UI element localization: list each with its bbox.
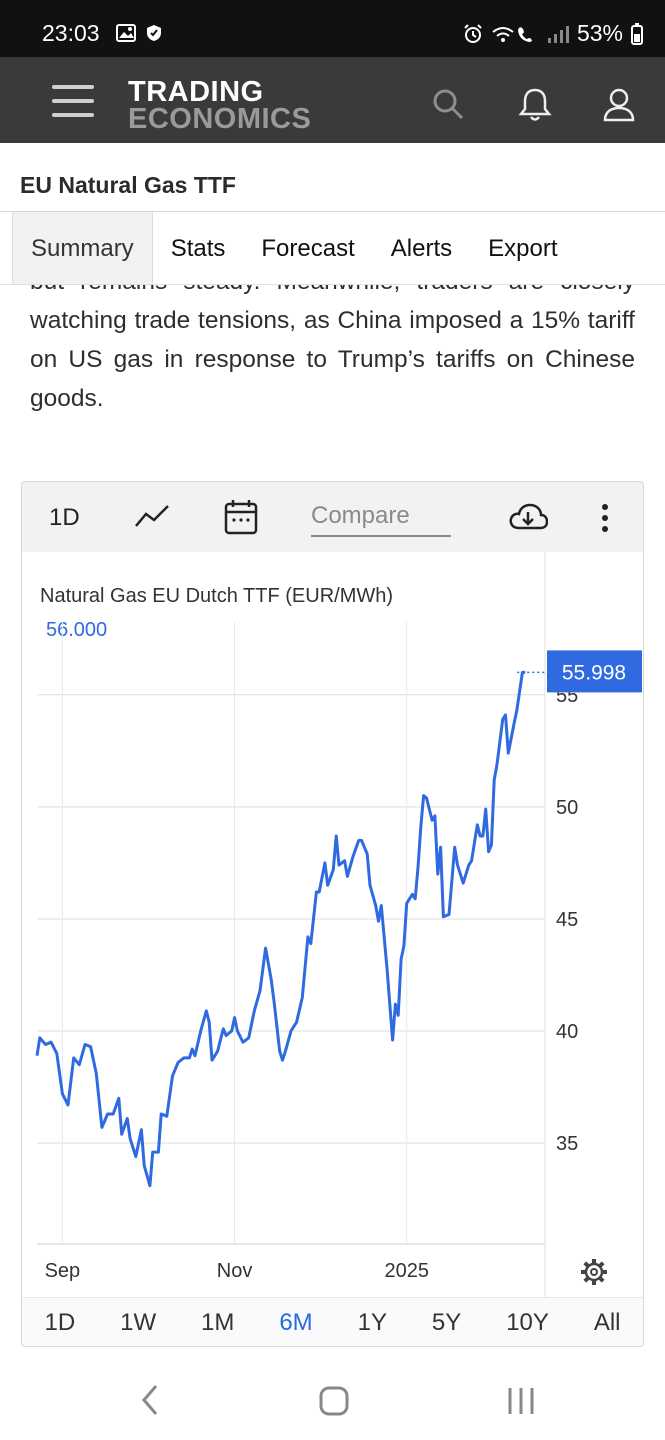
range-button-1m[interactable]: 1M [201,1308,235,1336]
tab-forecast[interactable]: Forecast [261,235,355,262]
wifi-call-icon [492,26,532,42]
y-tick-label: 50 [556,797,578,819]
y-tick-label: 40 [556,1021,578,1043]
last-value-label: 55.998 [562,661,626,684]
chart-high-label: 56.000 [46,619,107,641]
x-tick-label: 2025 [384,1260,429,1282]
divider [0,211,665,212]
y-tick-label: 45 [556,909,578,931]
interval-button[interactable]: 1D [49,504,80,531]
settings-gear-icon[interactable] [581,1259,607,1285]
bell-icon[interactable] [518,87,552,123]
user-icon[interactable] [602,87,636,123]
logo-line-economics: ECONOMICS [128,103,312,135]
x-tick-label: Nov [217,1260,253,1282]
shield-icon [147,25,161,41]
download-icon[interactable] [508,502,548,532]
tabs: Summary Stats Forecast Alerts Export [12,212,576,285]
battery-percent: 53% [576,20,623,46]
range-selector: 1D 1W 1M 6M 1Y 5Y 10Y All [22,1297,643,1346]
logo-line-trading: TRADING [128,76,264,108]
tab-export[interactable]: Export [488,235,558,262]
signal-icon [547,25,569,43]
more-icon[interactable] [599,502,611,534]
chart-card: 1D Compare Natural Gas EU Dutch TTF (EUR… [21,481,644,1347]
range-button-1y[interactable]: 1Y [357,1308,387,1336]
line-chart-icon[interactable] [134,502,170,532]
gallery-icon [116,24,136,42]
tab-summary[interactable]: Summary [12,212,153,285]
chart-svg[interactable]: Natural Gas EU Dutch TTF (EUR/MWh) 56.000… [22,552,643,1297]
compare-input[interactable]: Compare [311,499,451,537]
status-notification-icons [116,24,162,42]
home-icon[interactable] [319,1382,349,1418]
article-text: but remains steady. Meanwhile, traders a… [30,268,635,412]
range-button-1w[interactable]: 1W [120,1308,157,1336]
range-button-6m[interactable]: 6M [275,1303,316,1343]
tab-alerts[interactable]: Alerts [390,235,453,262]
range-button-1d[interactable]: 1D [44,1308,76,1336]
status-right-group: 53% [463,20,643,47]
series-line [35,670,526,1188]
back-icon[interactable] [138,1382,160,1418]
logo[interactable]: TRADING ECONOMICS [128,76,312,135]
alarm-icon [464,23,482,43]
system-nav-bar [0,1360,665,1440]
recents-icon[interactable] [506,1382,536,1418]
status-time: 23:03 [42,20,100,46]
menu-icon[interactable] [52,85,94,119]
range-button-10y[interactable]: 10Y [506,1308,549,1336]
x-tick-label: Sep [45,1260,81,1282]
page-title: EU Natural Gas TTF [20,172,236,198]
battery-icon [631,22,643,45]
article-summary: but remains steady. Meanwhile, traders a… [30,262,635,417]
tab-stats[interactable]: Stats [170,235,226,262]
search-icon[interactable] [431,87,465,121]
range-button-all[interactable]: All [593,1308,621,1336]
chart-toolbar: 1D Compare [22,482,643,552]
last-value-badge [547,650,642,693]
calendar-icon[interactable] [224,499,258,535]
status-bar: 23:03 53% [0,0,665,57]
y-tick-label: 35 [556,1133,578,1155]
chart-area[interactable]: Natural Gas EU Dutch TTF (EUR/MWh) 56.000… [22,552,643,1297]
chart-title: Natural Gas EU Dutch TTF (EUR/MWh) [40,585,393,607]
app-header: TRADING ECONOMICS [0,57,665,143]
range-button-5y[interactable]: 5Y [431,1308,462,1336]
